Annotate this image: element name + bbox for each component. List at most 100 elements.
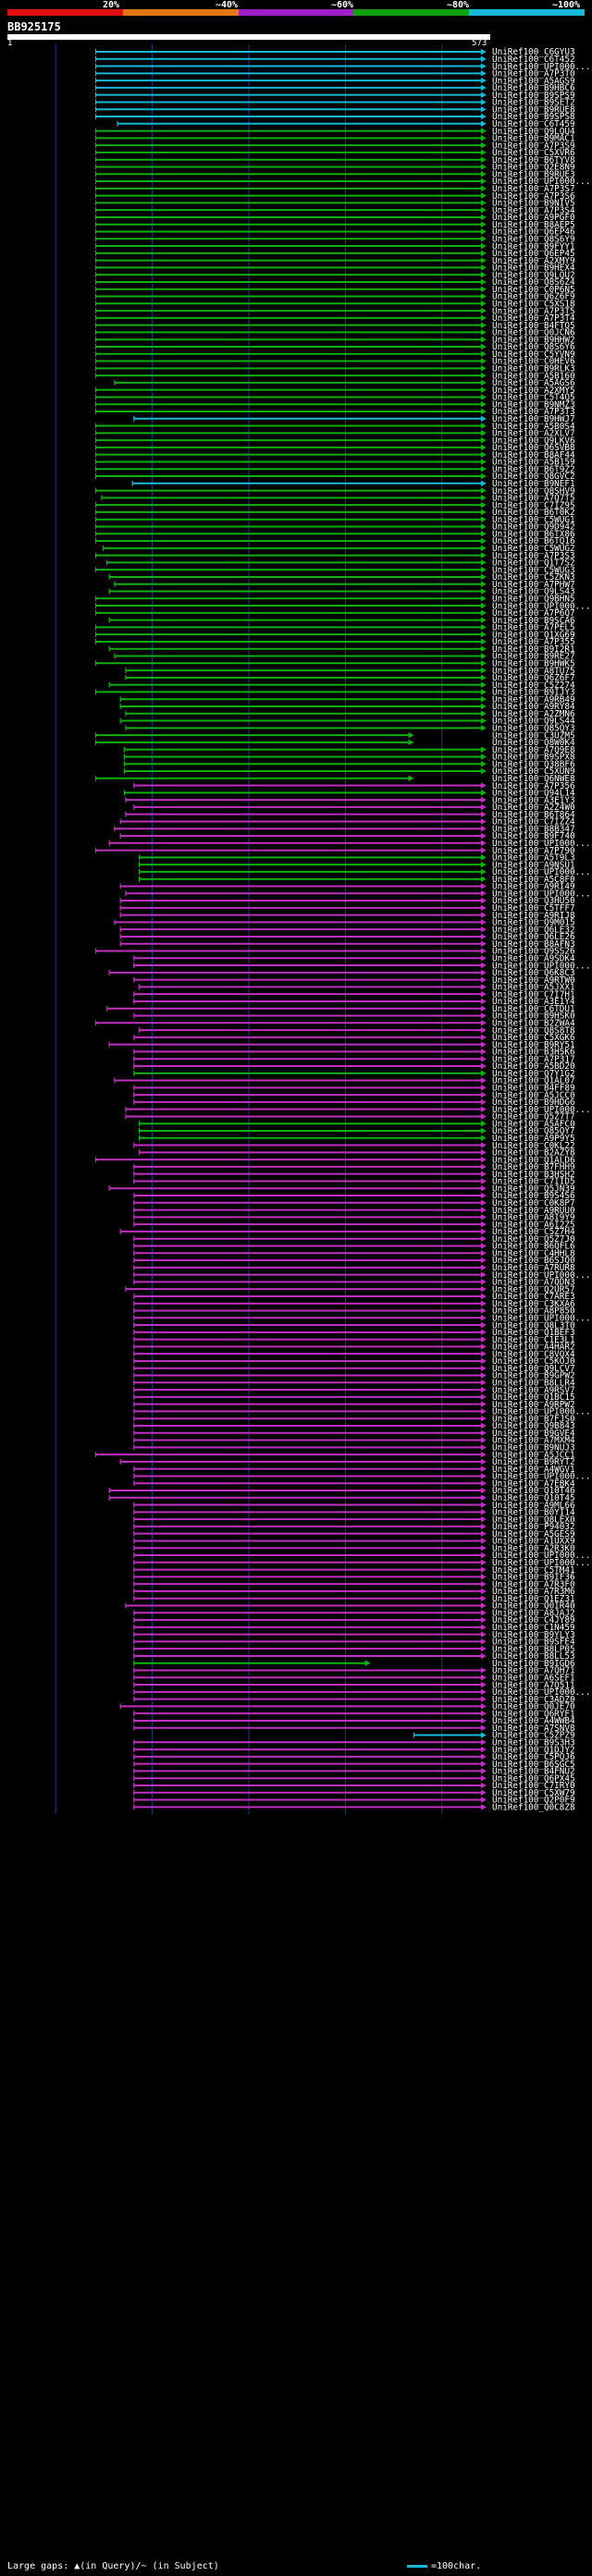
hit-label[interactable]: UniRef100_Q9LQU2 — [492, 270, 575, 280]
hit-label[interactable]: UniRef100_A7R3M6 — [492, 1587, 575, 1597]
hit-row[interactable]: UniRef100_C4HHL8 — [133, 1248, 575, 1258]
hit-label[interactable]: UniRef100_UPI000... — [492, 839, 590, 849]
hit-row[interactable]: UniRef100_A8I9Y9 — [133, 1213, 575, 1223]
hit-row[interactable]: UniRef100_A9RB49 — [119, 694, 575, 705]
hit-row[interactable]: UniRef100_A5GES9 — [133, 1529, 575, 1539]
hit-row[interactable]: UniRef100_Q6EP46 — [94, 227, 575, 238]
hit-label[interactable]: UniRef100_Q9LKV6 — [492, 435, 575, 446]
hit-row[interactable]: UniRef100_UPI000... — [133, 1313, 591, 1323]
hit-label[interactable]: UniRef100_Q0JE70 — [492, 1702, 575, 1712]
hit-label[interactable]: UniRef100_B7FJS0 — [492, 1414, 575, 1424]
hit-label[interactable]: UniRef100_B9IGD6 — [492, 1659, 575, 1669]
hit-row[interactable]: UniRef100_P94032 — [133, 1522, 575, 1532]
hit-label[interactable]: UniRef100_A5AGS6 — [492, 378, 575, 388]
hit-row[interactable]: UniRef100_A7P3T0 — [94, 69, 575, 80]
hit-row[interactable]: UniRef100_Q8LEX0 — [133, 1515, 575, 1525]
hit-label[interactable]: UniRef100_C5ZPZ9 — [492, 1731, 575, 1741]
hit-label[interactable]: UniRef100_A7P356 — [492, 781, 575, 791]
hit-label[interactable]: UniRef100_Q9LCV7 — [492, 1364, 575, 1374]
hit-row[interactable]: UniRef100_A7QH71 — [133, 1666, 575, 1676]
hit-label[interactable]: UniRef100_A3E1Y3 — [492, 795, 575, 805]
hit-label[interactable]: UniRef100_Q1ALD6 — [492, 1155, 575, 1165]
hit-row[interactable]: UniRef100_A9RPW2 — [133, 1400, 575, 1410]
hit-row[interactable]: UniRef100_C3ADZ0 — [133, 1695, 575, 1705]
hit-label[interactable]: UniRef100_A5GES9 — [492, 1529, 575, 1539]
hit-row[interactable]: UniRef100_B9NUJ3 — [133, 1443, 575, 1454]
hit-label[interactable]: UniRef100_B9FYY1 — [492, 241, 575, 251]
hit-row[interactable]: UniRef100_A7SNV8 — [133, 1723, 575, 1734]
hit-row[interactable]: UniRef100_Q6Z6F7 — [125, 673, 575, 683]
hit-label[interactable]: UniRef100_A7P3S4 — [492, 205, 575, 215]
hit-row[interactable]: UniRef100_C4JY89 — [133, 1615, 575, 1625]
hit-label[interactable]: UniRef100_A8TU75 — [492, 666, 575, 676]
hit-label[interactable]: UniRef100_C5YVN9 — [492, 350, 575, 360]
hit-row[interactable]: UniRef100_A7Q9E8 — [123, 745, 575, 755]
hit-row[interactable]: UniRef100_C6GYU3 — [94, 47, 575, 57]
hit-row[interactable]: UniRef100_Q1ALD6 — [94, 1155, 575, 1165]
hit-label[interactable]: UniRef100_C7I7H1 — [492, 989, 575, 1000]
hit-row[interactable]: UniRef100_B9SPS9 — [94, 91, 575, 101]
hit-row[interactable]: UniRef100_B7FHH9 — [133, 1162, 575, 1172]
hit-label[interactable]: UniRef100_A9RIJ8 — [492, 911, 575, 921]
hit-label[interactable]: UniRef100_A9SDK4 — [492, 953, 575, 963]
hit-row[interactable]: UniRef100_B9RUE3 — [94, 169, 575, 179]
hit-label[interactable]: UniRef100_C0P6N5 — [492, 285, 575, 295]
hit-label[interactable]: UniRef100_Q8S6Y9 — [492, 234, 575, 244]
hit-label[interactable]: UniRef100_UPI000... — [492, 1687, 590, 1698]
hit-label[interactable]: UniRef100_B8LLR4 — [492, 1379, 575, 1389]
hit-label[interactable]: UniRef100_C5PQJ6 — [492, 1752, 575, 1762]
hit-label[interactable]: UniRef100_Q85QY3 — [492, 724, 575, 734]
hit-label[interactable]: UniRef100_A5B0S4 — [492, 422, 575, 432]
hit-label[interactable]: UniRef100_UPI000... — [492, 1551, 590, 1561]
hit-label[interactable]: UniRef100_A7P3T4 — [492, 313, 575, 324]
hit-label[interactable]: UniRef100_Q2P0F9 — [492, 1796, 575, 1806]
hit-row[interactable]: UniRef100_B8B347 — [114, 824, 575, 834]
hit-label[interactable]: UniRef100_A2XMY9 — [492, 256, 575, 266]
hit-row[interactable]: UniRef100_B6QFL6 — [133, 1242, 575, 1252]
hit-row[interactable]: UniRef100_A2XMY9 — [94, 256, 575, 266]
hit-label[interactable]: UniRef100_A5BD20 — [492, 1061, 575, 1072]
hit-row[interactable]: UniRef100_Q6NWE8 — [94, 774, 575, 784]
hit-row[interactable]: UniRef100_Q5JN39 — [108, 1184, 575, 1194]
hit-label[interactable]: UniRef100_B6T864 — [492, 810, 575, 820]
hit-row[interactable]: UniRef100_Q5Z7J0 — [133, 1234, 575, 1245]
hit-label[interactable]: UniRef100_C5ZKN3 — [492, 572, 575, 583]
hit-label[interactable]: UniRef100_A7Q9E8 — [492, 745, 575, 755]
hit-label[interactable]: UniRef100_C5XW79 — [492, 1788, 575, 1798]
hit-row[interactable]: UniRef100_B8LP05 — [133, 1644, 575, 1654]
hit-row[interactable]: UniRef100_C3KXA6 — [133, 1299, 575, 1309]
hit-label[interactable]: UniRef100_C5T4Q5 — [492, 393, 575, 403]
hit-label[interactable]: UniRef100_Q7Y1G2 — [492, 1069, 575, 1079]
hit-row[interactable]: UniRef100_A7RUR8 — [133, 1263, 575, 1273]
hit-row[interactable]: UniRef100_Q6SVB8 — [94, 443, 575, 453]
hit-row[interactable]: UniRef100_B9RUE8 — [94, 104, 575, 115]
hit-row[interactable]: UniRef100_A7P3S3 — [94, 551, 575, 561]
hit-label[interactable]: UniRef100_B9S3H3 — [492, 1738, 575, 1748]
hit-row[interactable]: UniRef100_Q0IR40 — [125, 1601, 575, 1612]
hit-label[interactable]: UniRef100_A5JCC1 — [492, 1450, 575, 1460]
hit-label[interactable]: UniRef100_C5XUN9 — [492, 767, 575, 777]
hit-row[interactable]: UniRef100_A7P355 — [94, 637, 575, 647]
hit-row[interactable]: UniRef100_B9NIV5 — [94, 199, 575, 209]
hit-row[interactable]: UniRef100_Q9LCV7 — [133, 1364, 575, 1374]
hit-row[interactable]: UniRef100_Q5Z7T7 — [125, 1112, 575, 1122]
hit-row[interactable]: UniRef100_C1N459 — [133, 1623, 575, 1633]
hit-label[interactable]: UniRef100_C5TM41 — [492, 1565, 575, 1576]
hit-label[interactable]: UniRef100_B9SCA6 — [492, 616, 575, 626]
hit-label[interactable]: UniRef100_Q6PX45 — [492, 1773, 575, 1784]
hit-label[interactable]: UniRef100_B6TQ16 — [492, 536, 575, 546]
hit-row[interactable]: UniRef100_Q0JCN6 — [94, 328, 575, 338]
hit-row[interactable]: UniRef100_B6T864 — [125, 810, 575, 820]
hit-label[interactable]: UniRef100_A9ML66 — [492, 1501, 575, 1511]
hit-row[interactable]: UniRef100_B9GVE4 — [133, 1429, 575, 1439]
hit-label[interactable]: UniRef100_B9HEX4 — [492, 264, 575, 274]
hit-label[interactable]: UniRef100_A2Z4W0 — [492, 803, 575, 813]
hit-label[interactable]: UniRef100_C5XGK6 — [492, 1033, 575, 1043]
hit-label[interactable]: UniRef100_B9NUJ3 — [492, 1443, 575, 1454]
hit-row[interactable]: UniRef100_A9SDK4 — [133, 953, 575, 963]
hit-label[interactable]: UniRef100_B9F740 — [492, 831, 575, 841]
hit-label[interactable]: UniRef100_A7P317 — [492, 1054, 575, 1064]
hit-row[interactable]: UniRef100_Q7Y1G2 — [133, 1069, 575, 1079]
hit-row[interactable]: UniRef100_Q8SHV9 — [94, 486, 575, 497]
hit-label[interactable]: UniRef100_C5TFF7 — [492, 903, 575, 914]
